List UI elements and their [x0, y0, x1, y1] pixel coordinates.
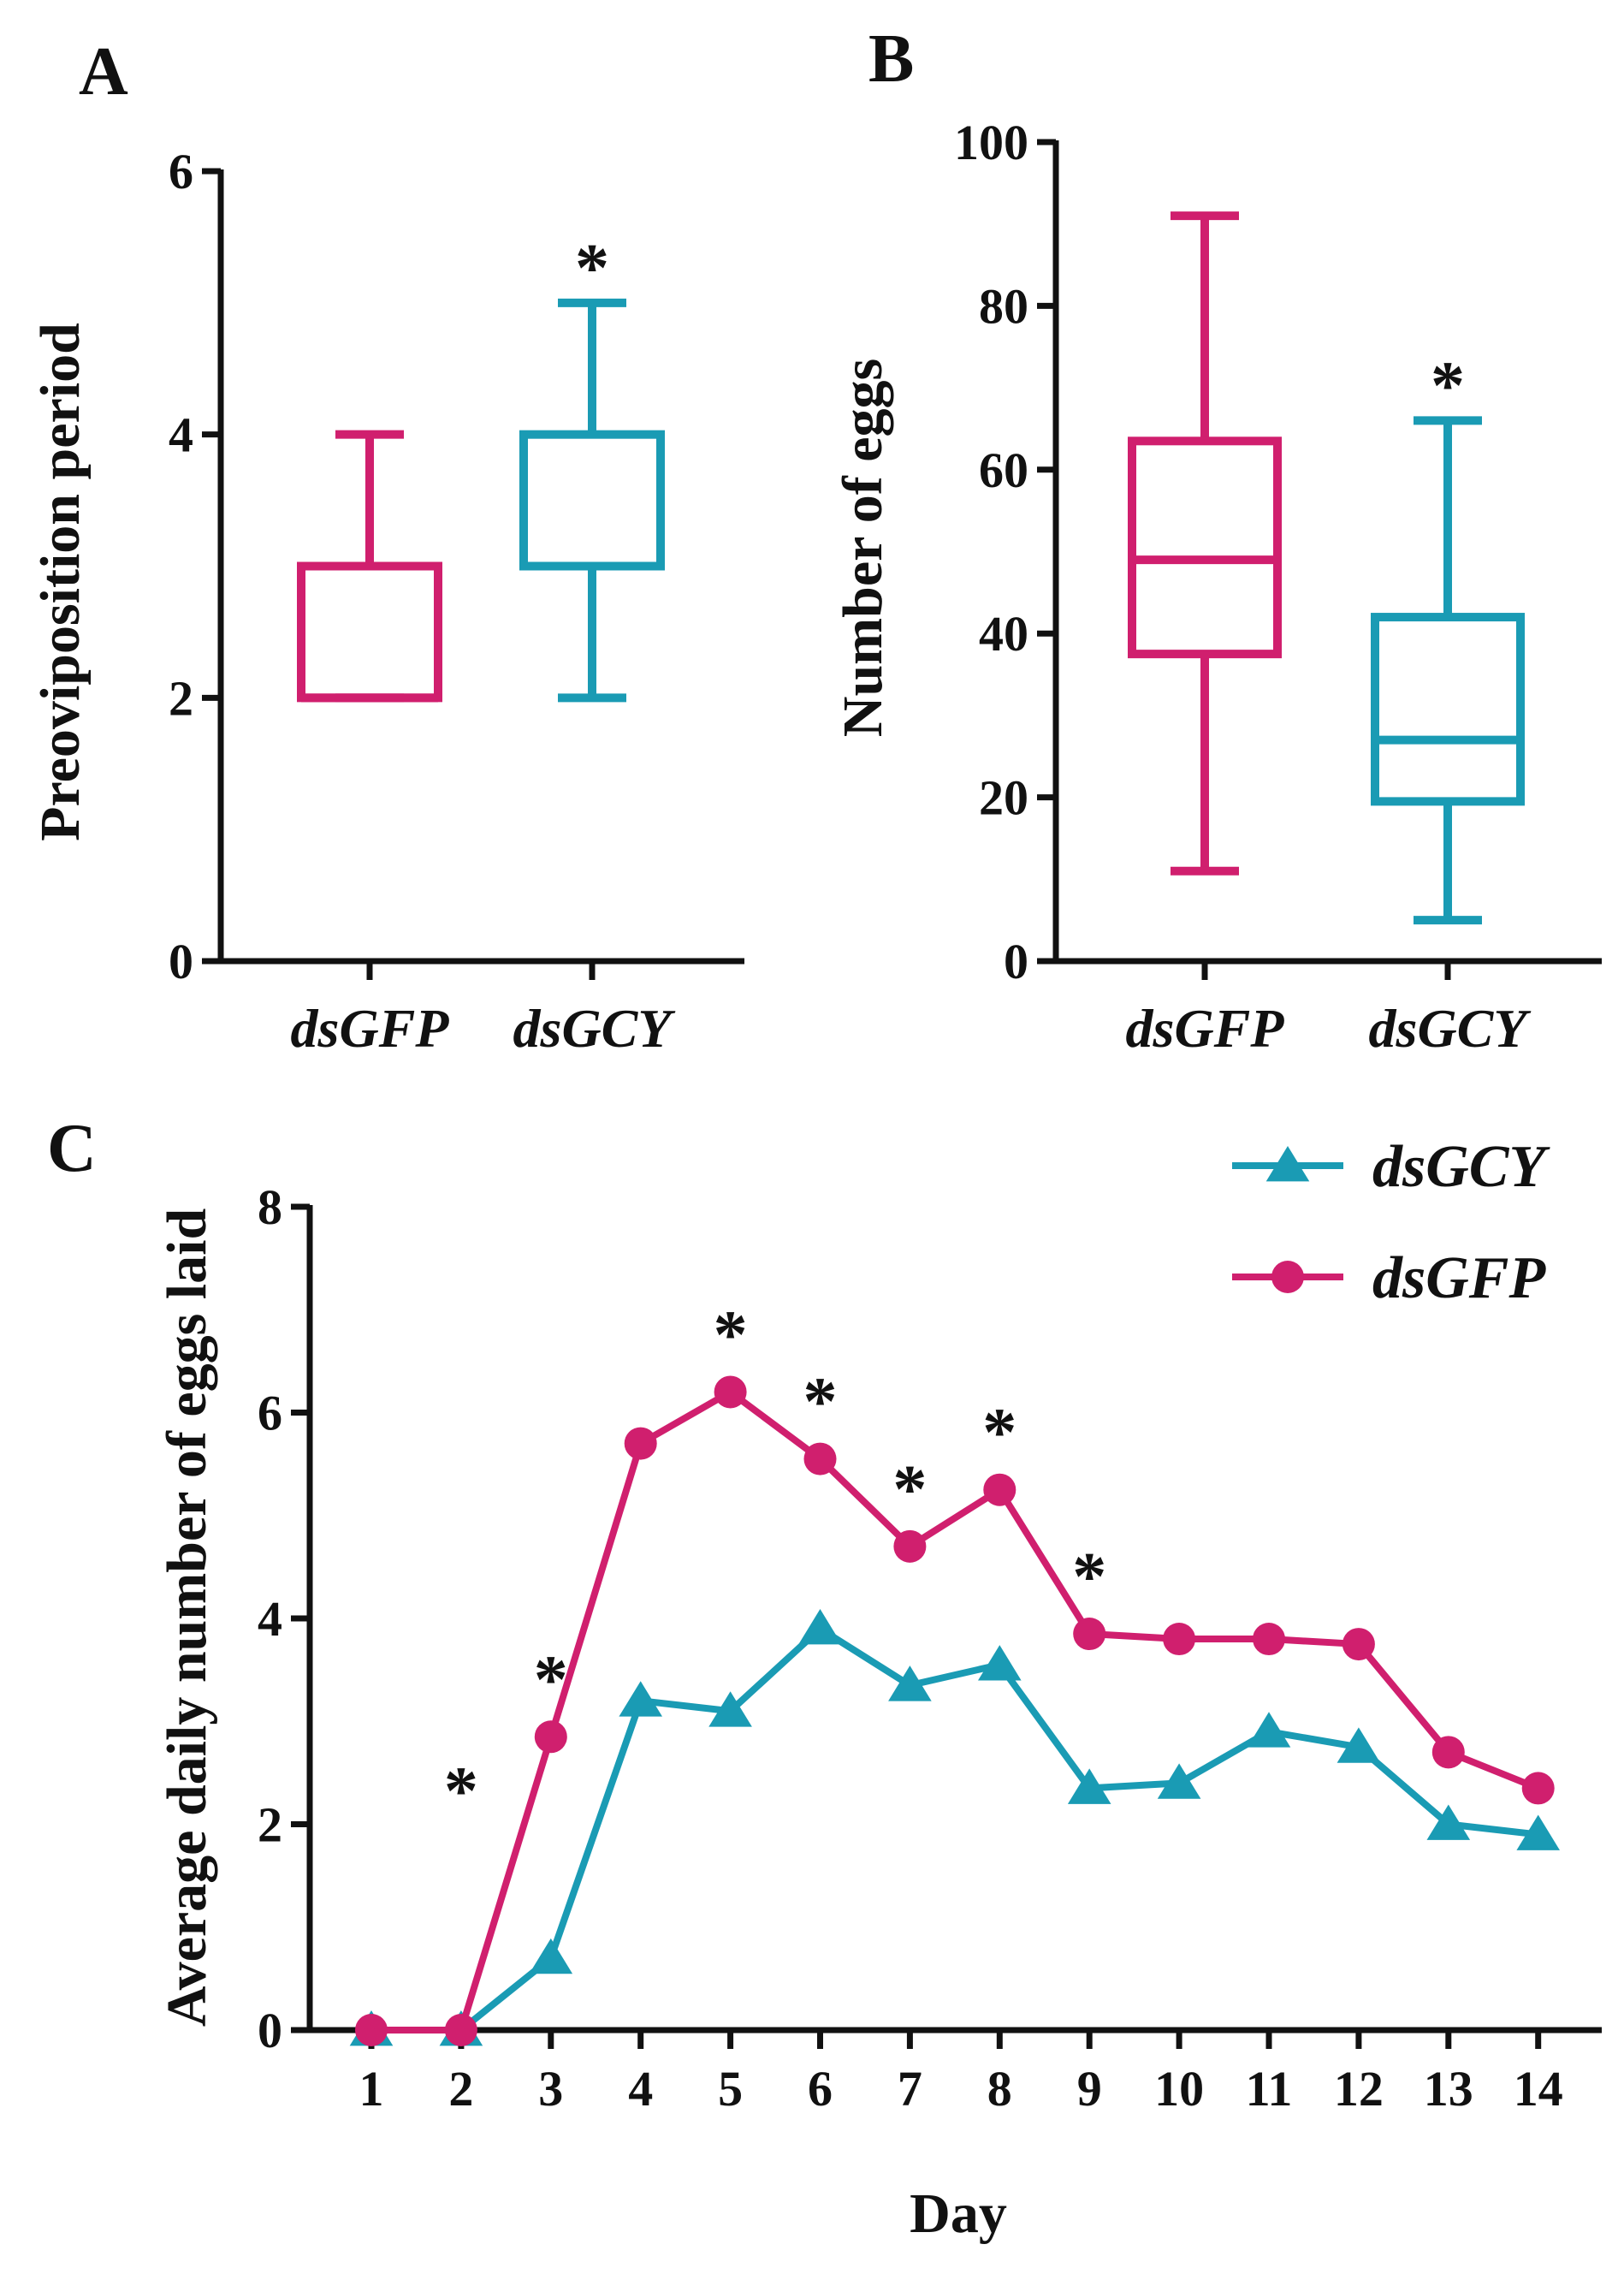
panel-b-y-axis-title: Number of eggs	[832, 359, 894, 737]
panel-a-y-axis-title: Preoviposition period	[29, 323, 92, 841]
significance-star: *	[982, 1396, 1016, 1471]
y-tick-label: 4	[258, 1591, 282, 1647]
x-tick-label: 2	[448, 2061, 473, 2117]
significance-star: *	[714, 1297, 748, 1373]
iqr-box	[297, 561, 442, 703]
significance-star: *	[534, 1642, 568, 1718]
y-tick-label: 100	[954, 115, 1028, 170]
data-point-dsGCY	[1157, 1763, 1201, 1799]
x-tick-label: 5	[718, 2061, 743, 2117]
data-point-dsGFP	[534, 1720, 567, 1754]
data-point-dsGCY	[1247, 1712, 1291, 1748]
data-point-dsGFP	[444, 2014, 477, 2046]
panel-c: C Average daily number of eggs laid Day …	[47, 1111, 1602, 2245]
x-category-label: dsGFP	[1126, 998, 1285, 1059]
iqr-box	[1371, 613, 1525, 806]
legend-label-dsGFP: dsGFP	[1372, 1245, 1546, 1311]
panel-a: A Preoviposition period 0 2 4 6 dsGFP dsGCY *	[29, 34, 744, 1059]
data-point-dsGCY	[1337, 1727, 1381, 1763]
y-tick-label: 0	[169, 934, 193, 989]
data-point-dsGFP	[803, 1442, 837, 1475]
iqr-box	[519, 430, 665, 571]
data-point-dsGCY	[529, 1938, 573, 1974]
data-point-dsGFP	[893, 1529, 927, 1563]
data-point-dsGCY	[708, 1691, 752, 1727]
y-tick-label: 0	[1004, 934, 1028, 989]
y-tick-label: 60	[979, 442, 1028, 498]
data-point-dsGCY	[798, 1609, 842, 1645]
data-point-dsGFP	[1253, 1623, 1285, 1656]
x-tick-label: 13	[1424, 2061, 1473, 2117]
x-category-label: dsGCY	[513, 998, 676, 1059]
panel-b: B Number of eggs 0 20 40 60 80 100 dsGFP dsGCY *	[832, 21, 1602, 1059]
y-tick-label: 8	[258, 1179, 282, 1235]
panel-c-label: C	[47, 1111, 97, 1186]
y-tick-label: 2	[169, 670, 193, 726]
data-point-dsGCY	[888, 1665, 932, 1701]
data-point-dsGCY	[1067, 1768, 1111, 1804]
x-tick-label: 8	[987, 2061, 1012, 2117]
y-tick-label: 2	[258, 1797, 282, 1853]
x-tick-label: 6	[808, 2061, 833, 2117]
significance-star: *	[1072, 1540, 1106, 1615]
y-tick-label: 6	[258, 1386, 282, 1441]
x-category-label: dsGCY	[1369, 998, 1532, 1059]
significance-star: *	[803, 1365, 838, 1440]
data-point-dsGCY	[619, 1681, 662, 1717]
data-point-dsGFP	[1342, 1628, 1375, 1661]
panel-c-y-axis-title: Average daily number of eggs laid	[156, 1208, 218, 2027]
data-point-dsGCY	[1426, 1804, 1471, 1840]
y-tick-label: 80	[979, 278, 1028, 334]
y-tick-label: 6	[169, 144, 193, 199]
data-point-dsGFP	[1073, 1618, 1106, 1651]
panel-a-label: A	[79, 34, 128, 110]
data-point-dsGFP	[355, 2014, 388, 2046]
iqr-box	[1128, 436, 1282, 659]
data-point-dsGFP	[1431, 1736, 1465, 1769]
x-tick-label: 11	[1246, 2061, 1293, 2117]
panel-c-x-axis-title: Day	[910, 2182, 1007, 2245]
y-tick-label: 0	[258, 2003, 282, 2058]
panel-b-label: B	[868, 21, 914, 97]
data-point-dsGFP	[624, 1427, 657, 1460]
significance-star: *	[444, 1754, 478, 1829]
x-tick-label: 14	[1514, 2061, 1563, 2117]
x-tick-label: 4	[628, 2061, 653, 2117]
series-line-dsGCY	[371, 1625, 1539, 2034]
x-tick-label: 1	[359, 2061, 384, 2117]
x-category-label: dsGFP	[291, 998, 450, 1059]
significance-star: *	[1431, 348, 1465, 424]
data-point-dsGCY	[1516, 1814, 1560, 1850]
data-point-dsGFP	[983, 1473, 1016, 1506]
data-point-dsGFP	[1163, 1623, 1196, 1656]
y-tick-label: 4	[169, 407, 193, 463]
x-tick-label: 12	[1334, 2061, 1384, 2117]
y-tick-label: 40	[979, 606, 1028, 662]
legend-marker-dsGFP	[1271, 1261, 1304, 1293]
legend-label-dsGCY: dsGCY	[1372, 1134, 1550, 1200]
data-point-dsGCY	[978, 1645, 1022, 1681]
x-tick-label: 10	[1154, 2061, 1204, 2117]
x-tick-label: 3	[538, 2061, 563, 2117]
data-point-dsGFP	[714, 1375, 747, 1409]
significance-star: *	[575, 231, 609, 306]
x-tick-label: 9	[1077, 2061, 1102, 2117]
legend-marker-dsGCY	[1265, 1146, 1310, 1182]
significance-star: *	[892, 1452, 927, 1528]
y-tick-label: 20	[979, 770, 1028, 826]
x-tick-label: 7	[898, 2061, 922, 2117]
data-point-dsGFP	[1521, 1772, 1555, 1805]
